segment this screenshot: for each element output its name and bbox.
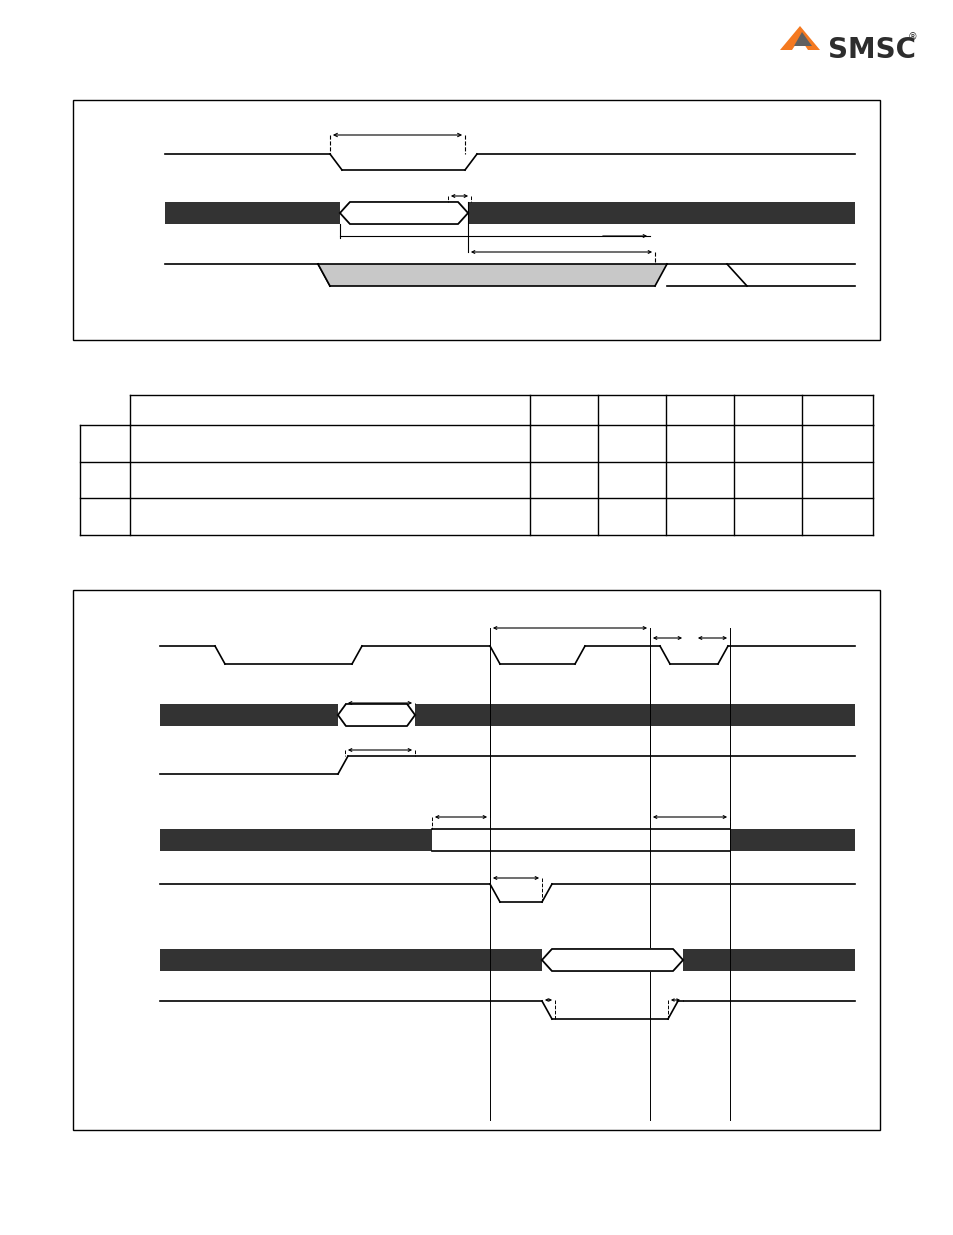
Polygon shape: [541, 948, 682, 971]
Bar: [73, 100, 879, 340]
Polygon shape: [317, 264, 666, 287]
Bar: [160, 948, 541, 971]
Polygon shape: [793, 32, 811, 46]
Bar: [160, 829, 432, 851]
Polygon shape: [780, 26, 820, 49]
Bar: [73, 590, 879, 1130]
Polygon shape: [339, 203, 468, 224]
Bar: [682, 948, 854, 971]
Polygon shape: [337, 704, 415, 726]
Text: SMSC: SMSC: [827, 36, 915, 64]
Bar: [729, 829, 854, 851]
Bar: [468, 203, 854, 224]
Bar: [165, 203, 339, 224]
Bar: [415, 704, 854, 726]
Text: ®: ®: [907, 32, 917, 42]
Bar: [160, 704, 337, 726]
